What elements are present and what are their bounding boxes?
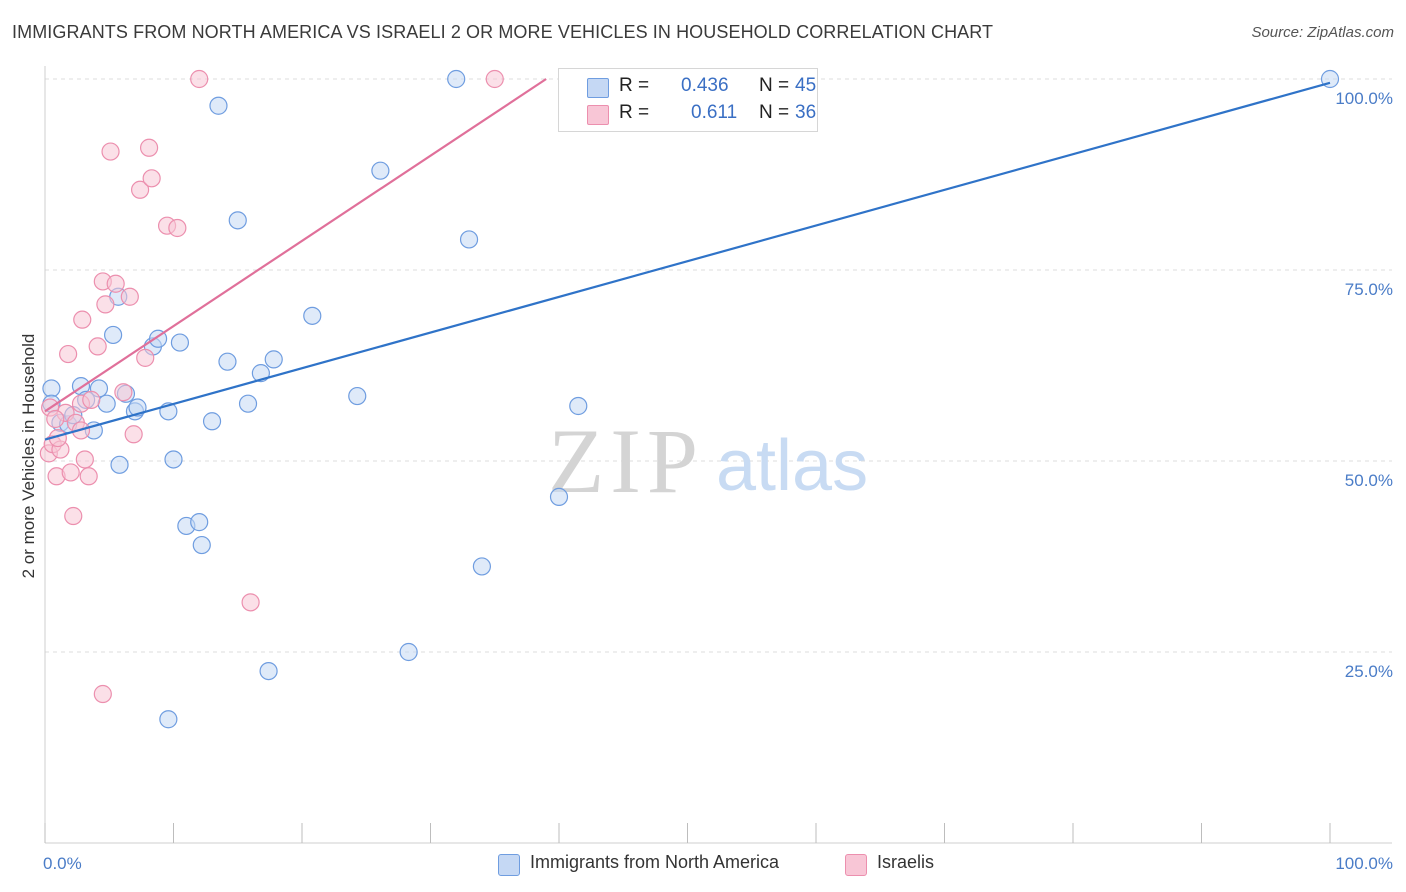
point-israelis bbox=[59, 344, 78, 364]
point-north-america bbox=[192, 535, 211, 555]
legend-r-label: R = bbox=[619, 75, 650, 96]
point-israelis bbox=[190, 69, 209, 89]
point-north-america bbox=[259, 661, 278, 681]
point-north-america bbox=[348, 386, 367, 406]
point-north-america bbox=[159, 710, 178, 729]
point-north-america bbox=[303, 306, 322, 325]
point-north-america bbox=[97, 394, 116, 413]
legend-n-label: N = bbox=[759, 102, 790, 123]
point-north-america bbox=[164, 450, 183, 469]
trendline-north-america bbox=[44, 81, 1331, 441]
point-north-america bbox=[190, 513, 209, 532]
legend-n-value: 45 bbox=[795, 75, 817, 96]
point-north-america bbox=[170, 333, 190, 352]
chart-title: IMMIGRANTS FROM NORTH AMERICA VS ISRAELI… bbox=[12, 22, 994, 42]
watermark: ZIP atlas bbox=[548, 410, 868, 512]
y-tick-label: 100.0% bbox=[1335, 89, 1393, 108]
legend-r-value: 0.611 bbox=[691, 102, 738, 123]
point-north-america bbox=[228, 211, 247, 230]
trend-layer bbox=[44, 78, 1331, 441]
point-north-america bbox=[110, 455, 129, 474]
legend-swatch-blue bbox=[498, 854, 520, 876]
point-north-america bbox=[202, 412, 222, 431]
point-north-america bbox=[459, 230, 479, 249]
legend-label-israelis: Israelis bbox=[877, 852, 935, 872]
x-tick-label-min: 0.0% bbox=[43, 854, 82, 873]
point-north-america bbox=[104, 325, 123, 345]
stats-legend: R = 0.436 N = 45 R = 0.611 N = 36 bbox=[558, 68, 818, 132]
point-israelis bbox=[101, 142, 120, 161]
source-label: Source: ZipAtlas.com bbox=[1251, 24, 1394, 41]
legend-swatch-blue bbox=[587, 78, 609, 98]
trendline-israelis bbox=[44, 78, 547, 413]
legend-r-label: R = bbox=[619, 102, 650, 123]
watermark-atlas: atlas bbox=[716, 426, 868, 506]
point-israelis bbox=[168, 218, 187, 238]
point-israelis bbox=[79, 467, 98, 486]
point-north-america bbox=[472, 557, 491, 576]
legend-label-north-america: Immigrants from North America bbox=[530, 852, 780, 872]
point-north-america bbox=[569, 396, 588, 416]
point-north-america bbox=[218, 352, 237, 371]
point-israelis bbox=[130, 180, 150, 199]
y-tick-label: 75.0% bbox=[1345, 280, 1393, 299]
legend-swatch-pink bbox=[845, 854, 867, 876]
y-axis-title: 2 or more Vehicles in Household bbox=[19, 334, 38, 579]
watermark-zip: ZIP bbox=[548, 410, 704, 512]
point-israelis bbox=[46, 409, 65, 429]
legend-n-label: N = bbox=[759, 75, 790, 96]
point-north-america bbox=[549, 487, 569, 507]
legend-r-value: 0.436 bbox=[681, 75, 729, 96]
legend-n-value: 36 bbox=[795, 102, 817, 123]
points-layer bbox=[39, 69, 1340, 729]
point-israelis bbox=[139, 138, 159, 157]
point-north-america bbox=[209, 96, 228, 115]
point-north-america bbox=[399, 642, 418, 662]
point-north-america bbox=[264, 350, 283, 369]
y-tick-label: 25.0% bbox=[1345, 662, 1393, 681]
point-israelis bbox=[142, 169, 161, 188]
legend-swatch-pink bbox=[587, 105, 609, 125]
point-israelis bbox=[73, 310, 92, 329]
point-israelis bbox=[93, 684, 112, 704]
point-israelis bbox=[61, 463, 80, 482]
point-israelis bbox=[114, 383, 133, 402]
point-israelis bbox=[241, 593, 260, 612]
point-israelis bbox=[88, 337, 107, 356]
label-layer: 25.0% 50.0% 75.0% 100.0% 0.0% 100.0% bbox=[43, 89, 1393, 873]
grid-layer bbox=[45, 78, 1392, 653]
point-israelis bbox=[136, 348, 155, 367]
point-north-america bbox=[371, 161, 390, 180]
point-north-america bbox=[238, 394, 258, 413]
point-israelis bbox=[75, 450, 94, 469]
point-israelis bbox=[124, 425, 143, 444]
point-israelis bbox=[106, 274, 125, 293]
point-israelis bbox=[485, 69, 504, 89]
point-north-america bbox=[42, 379, 61, 398]
x-tick-label-max: 100.0% bbox=[1335, 854, 1393, 873]
point-israelis bbox=[96, 295, 115, 314]
point-israelis bbox=[82, 390, 101, 409]
point-israelis bbox=[64, 506, 83, 526]
point-israelis bbox=[120, 287, 139, 306]
point-north-america bbox=[447, 69, 466, 89]
y-tick-label: 50.0% bbox=[1345, 471, 1393, 490]
